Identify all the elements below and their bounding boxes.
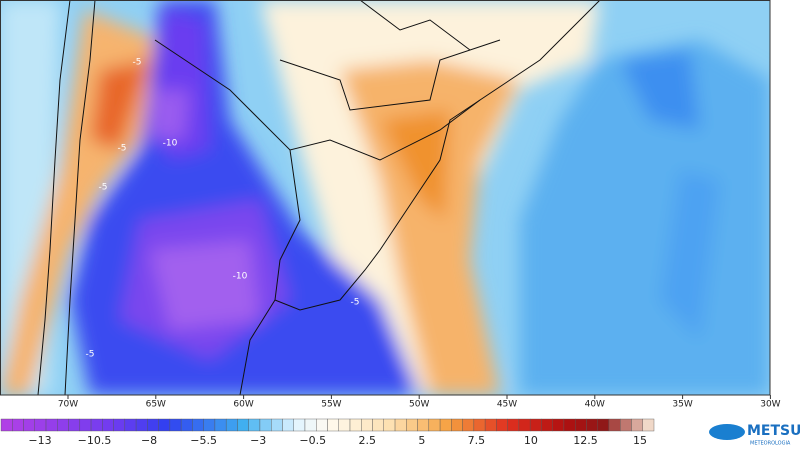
contour-label: -5 bbox=[86, 350, 95, 360]
longitude-label: 55W bbox=[321, 400, 341, 410]
colorbar-swatch bbox=[45, 418, 58, 432]
colorbar-swatch bbox=[259, 418, 272, 432]
colorbar-swatch bbox=[586, 418, 598, 432]
colorbar-swatch bbox=[563, 418, 576, 432]
colorbar-swatch bbox=[147, 418, 159, 432]
colorbar-swatch bbox=[0, 418, 13, 432]
colorbar-label: −3 bbox=[250, 434, 266, 447]
colorbar-swatch bbox=[214, 418, 227, 432]
colorbar-label: −13 bbox=[28, 434, 51, 447]
colorbar-swatch bbox=[248, 418, 261, 432]
longitude-label: 70W bbox=[58, 400, 78, 410]
colorbar-swatch bbox=[462, 418, 475, 432]
colorbar-swatch bbox=[34, 418, 47, 432]
logo-name: METSUL bbox=[747, 423, 800, 439]
colorbar-swatch bbox=[406, 418, 418, 432]
colorbar-swatch bbox=[79, 418, 92, 432]
colorbar-swatch bbox=[57, 418, 69, 432]
colorbar-label: −0.5 bbox=[299, 434, 326, 447]
longitude-label: 40W bbox=[585, 400, 605, 410]
contour-label: -5 bbox=[99, 183, 108, 193]
colorbar-swatch bbox=[192, 418, 204, 432]
colorbar-swatch bbox=[439, 418, 452, 432]
coastlines bbox=[37, 0, 601, 395]
colorbar-swatch bbox=[383, 418, 396, 432]
contour-label: -5 bbox=[118, 144, 127, 154]
colorbar-swatch bbox=[12, 418, 24, 432]
colorbar-label: −10.5 bbox=[78, 434, 112, 447]
colorbar-swatch bbox=[597, 418, 610, 432]
colorbar-swatch bbox=[158, 418, 171, 432]
colorbar-swatch bbox=[102, 418, 114, 432]
contour-label: -5 bbox=[133, 58, 142, 68]
colorbar-swatch bbox=[372, 418, 384, 432]
colorbar-swatch bbox=[113, 418, 126, 432]
colorbar-swatch bbox=[124, 418, 137, 432]
colorbar-swatch bbox=[338, 418, 351, 432]
colorbar-swatch bbox=[451, 418, 463, 432]
colorbar-label: −5.5 bbox=[190, 434, 217, 447]
longitude-label: 30W bbox=[760, 400, 780, 410]
colorbar-swatch bbox=[327, 418, 339, 432]
colorbar-swatch bbox=[23, 418, 35, 432]
colorbar-swatch bbox=[90, 418, 103, 432]
colorbar-swatch bbox=[574, 418, 587, 432]
colorbar-swatch bbox=[304, 418, 317, 432]
longitude-label: 35W bbox=[672, 400, 692, 410]
colorbar-swatch bbox=[428, 418, 441, 432]
colorbar-swatch bbox=[225, 418, 238, 432]
contour-label: -5 bbox=[351, 298, 360, 308]
colorbar-swatch bbox=[484, 418, 497, 432]
colorbar-swatch bbox=[518, 418, 531, 432]
colorbar-label: −8 bbox=[141, 434, 157, 447]
colorbar-swatch bbox=[631, 418, 643, 432]
colorbar-swatch bbox=[271, 418, 283, 432]
colorbar-label: 12.5 bbox=[573, 434, 598, 447]
colorbar-swatch bbox=[394, 418, 407, 432]
colorbar-swatch bbox=[417, 418, 430, 432]
colorbar-swatch bbox=[349, 418, 362, 432]
contour-label: -10 bbox=[233, 272, 248, 282]
colorbar-swatch bbox=[608, 418, 621, 432]
colorbar-swatch bbox=[169, 418, 182, 432]
colorbar-swatch bbox=[316, 418, 328, 432]
colorbar-swatch bbox=[642, 418, 655, 432]
colorbar-swatch bbox=[473, 418, 486, 432]
colorbar-swatch bbox=[496, 418, 508, 432]
colorbar-swatch bbox=[620, 418, 632, 432]
colorbar-swatch bbox=[529, 418, 542, 432]
colorbar-label: 15 bbox=[633, 434, 647, 447]
map-frame bbox=[0, 0, 771, 396]
longitude-label: 65W bbox=[146, 400, 166, 410]
colorbar-label: 2.5 bbox=[359, 434, 377, 447]
colorbar-swatch bbox=[203, 418, 216, 432]
colorbar-swatch bbox=[361, 418, 373, 432]
colorbar-swatch bbox=[507, 418, 520, 432]
colorbar-swatch bbox=[282, 418, 294, 432]
longitude-label: 45W bbox=[497, 400, 517, 410]
logo-tagline: METEOROLOGIA bbox=[750, 441, 791, 447]
contour-label: -10 bbox=[163, 139, 178, 149]
longitude-label: 60W bbox=[233, 400, 253, 410]
longitude-label: 50W bbox=[409, 400, 429, 410]
logo-icon bbox=[709, 424, 745, 440]
colorbar-label: 10 bbox=[524, 434, 538, 447]
colorbar-swatch bbox=[541, 418, 553, 432]
anomaly-map bbox=[0, 0, 770, 395]
colorbar-swatch bbox=[180, 418, 193, 432]
colorbar-swatch bbox=[237, 418, 249, 432]
colorbar-label: 7.5 bbox=[468, 434, 486, 447]
colorbar-swatch bbox=[552, 418, 565, 432]
colorbar-swatch bbox=[293, 418, 306, 432]
colorbar-label: 5 bbox=[418, 434, 425, 447]
colorbar-swatch bbox=[135, 418, 148, 432]
colorbar-swatch bbox=[68, 418, 81, 432]
